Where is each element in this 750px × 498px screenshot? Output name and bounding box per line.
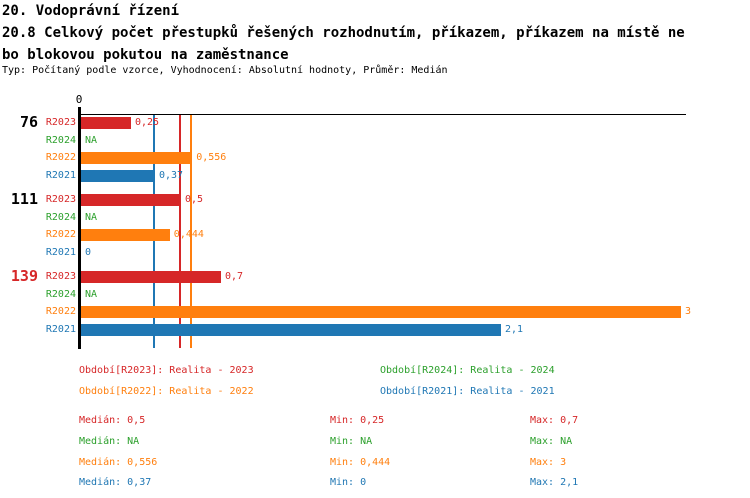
indicator-title-line2: bo blokovou pokutou na zaměstnance	[2, 47, 289, 63]
report-title: 20. Vodoprávní řízení	[2, 3, 180, 19]
bar-chart: 0 76 R2023 0,25 R2024 NA R2022 0,556 R2021 0,37 1…	[0, 90, 750, 360]
legend-item-r2021: Období[R2021]: Realita - 2021	[380, 386, 555, 397]
series-label-r2024: R2024	[45, 288, 76, 300]
bar-value-label: 3	[685, 306, 692, 317]
series-label-r2022: R2022	[45, 306, 76, 317]
bar-value-label: 0	[85, 246, 92, 258]
stat-median-r2022: Medián: 0,556	[79, 457, 158, 468]
bar-r2021	[81, 169, 155, 182]
median-line-r2023	[179, 115, 181, 348]
x-axis-line	[78, 114, 686, 115]
legend-item-r2022: Období[R2022]: Realita - 2022	[79, 386, 254, 397]
bar-value-label: 0,37	[159, 169, 184, 181]
bar-r2023	[81, 194, 181, 206]
bar-value-label: NA	[85, 134, 98, 146]
bar-value-label: 0,444	[173, 229, 204, 240]
stat-max-r2023: Max: 0,7	[530, 415, 579, 426]
stat-max-r2024: Max: NA	[530, 436, 573, 447]
bar-r2022	[81, 306, 681, 318]
bar-r2021	[81, 323, 501, 336]
x-axis-origin-tick-label: 0	[75, 93, 83, 106]
stat-median-r2024: Medián: NA	[79, 436, 140, 447]
stat-max-r2021: Max: 2,1	[530, 477, 579, 488]
bar-value-label: 0,556	[196, 152, 227, 163]
bar-r2022	[81, 152, 193, 164]
bar-value-label: NA	[85, 288, 98, 300]
series-label-r2022: R2022	[45, 152, 76, 163]
indicator-title-line1: 20.8 Celkový počet přestupků řešených ro…	[2, 25, 685, 41]
chart-meta-info: Typ: Počítaný podle vzorce, Vyhodnocení:…	[2, 65, 448, 76]
series-label-r2021: R2021	[45, 246, 76, 258]
group-label: 76	[19, 113, 38, 131]
stat-min-r2022: Min: 0,444	[330, 457, 391, 468]
bar-r2023	[81, 271, 221, 283]
bar-value-label: 2,1	[505, 323, 524, 335]
group-label: 139	[10, 267, 38, 285]
bar-r2023	[81, 117, 131, 129]
series-label-r2023: R2023	[45, 194, 76, 205]
bar-r2022	[81, 229, 170, 241]
median-line-r2022	[190, 115, 193, 348]
stat-max-r2022: Max: 3	[530, 457, 567, 468]
series-label-r2023: R2023	[45, 117, 76, 128]
stat-median-r2023: Medián: 0,5	[79, 415, 146, 426]
bar-value-label: 0,25	[135, 117, 160, 128]
legend-item-r2024: Období[R2024]: Realita - 2024	[380, 365, 555, 376]
bar-value-label: 0,7	[225, 271, 244, 282]
series-label-r2023: R2023	[45, 271, 76, 282]
stat-median-r2021: Medián: 0,37	[79, 477, 152, 488]
y-axis-zero-line	[78, 107, 81, 349]
stat-min-r2023: Min: 0,25	[330, 415, 385, 426]
series-label-r2021: R2021	[45, 169, 76, 181]
bar-value-label: 0,5	[185, 194, 204, 205]
legend-item-r2023: Období[R2023]: Realita - 2023	[79, 365, 254, 376]
group-label: 111	[10, 190, 38, 208]
series-label-r2022: R2022	[45, 229, 76, 240]
stat-min-r2024: Min: NA	[330, 436, 373, 447]
series-label-r2024: R2024	[45, 211, 76, 223]
stat-min-r2021: Min: 0	[330, 477, 367, 488]
bar-value-label: NA	[85, 211, 98, 223]
series-label-r2021: R2021	[45, 323, 76, 335]
series-label-r2024: R2024	[45, 134, 76, 146]
